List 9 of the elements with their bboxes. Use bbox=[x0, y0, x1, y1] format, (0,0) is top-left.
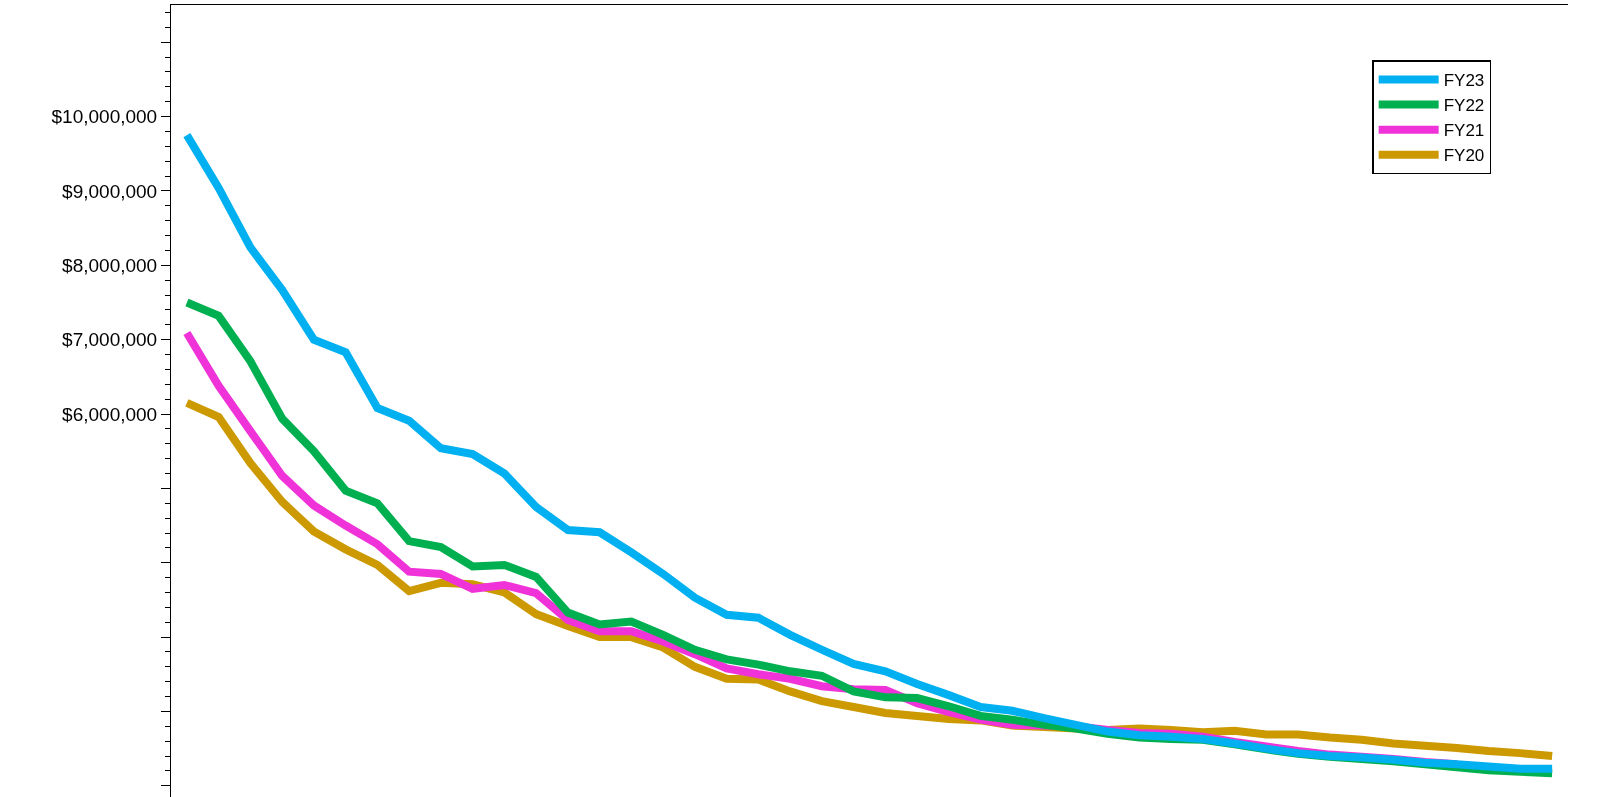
y-tick-label: $10,000,000 bbox=[51, 106, 158, 128]
legend-label: FY21 bbox=[1443, 121, 1485, 141]
y-tick-label: $8,000,000 bbox=[62, 254, 158, 276]
legend-label: FY23 bbox=[1443, 71, 1485, 91]
legend-label: FY20 bbox=[1443, 146, 1485, 166]
legend-label: FY22 bbox=[1443, 96, 1485, 116]
y-tick-label: $9,000,000 bbox=[62, 180, 158, 202]
y-tick-label: $6,000,000 bbox=[62, 403, 158, 425]
y-tick-label: $7,000,000 bbox=[62, 329, 158, 351]
